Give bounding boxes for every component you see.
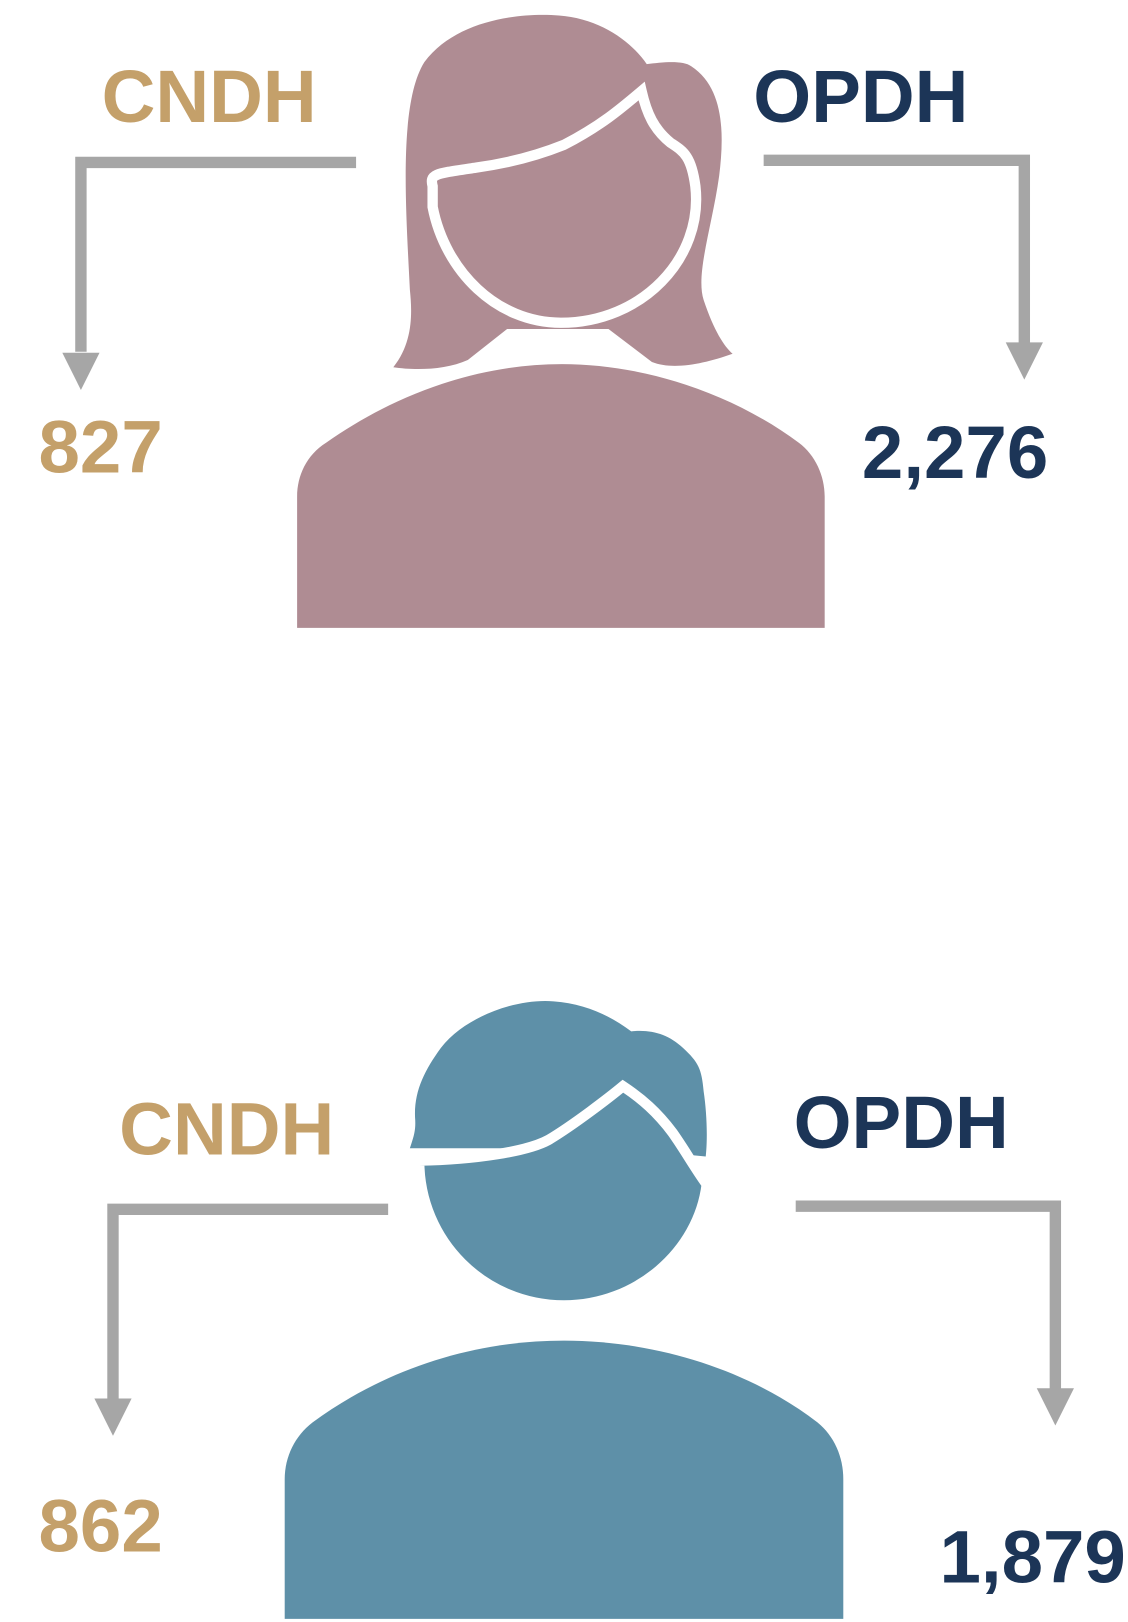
value: 827	[39, 406, 163, 489]
man-icon	[284, 1000, 844, 1619]
label: OPDH	[794, 1081, 1009, 1164]
label: OPDH	[753, 55, 968, 138]
label: CNDH	[102, 55, 317, 138]
arrows	[62, 154, 1074, 1436]
woman-icon	[297, 14, 825, 628]
value: 2,276	[862, 411, 1048, 494]
label: CNDH	[119, 1087, 334, 1170]
value: 862	[39, 1485, 163, 1568]
value: 1,879	[940, 1516, 1126, 1599]
